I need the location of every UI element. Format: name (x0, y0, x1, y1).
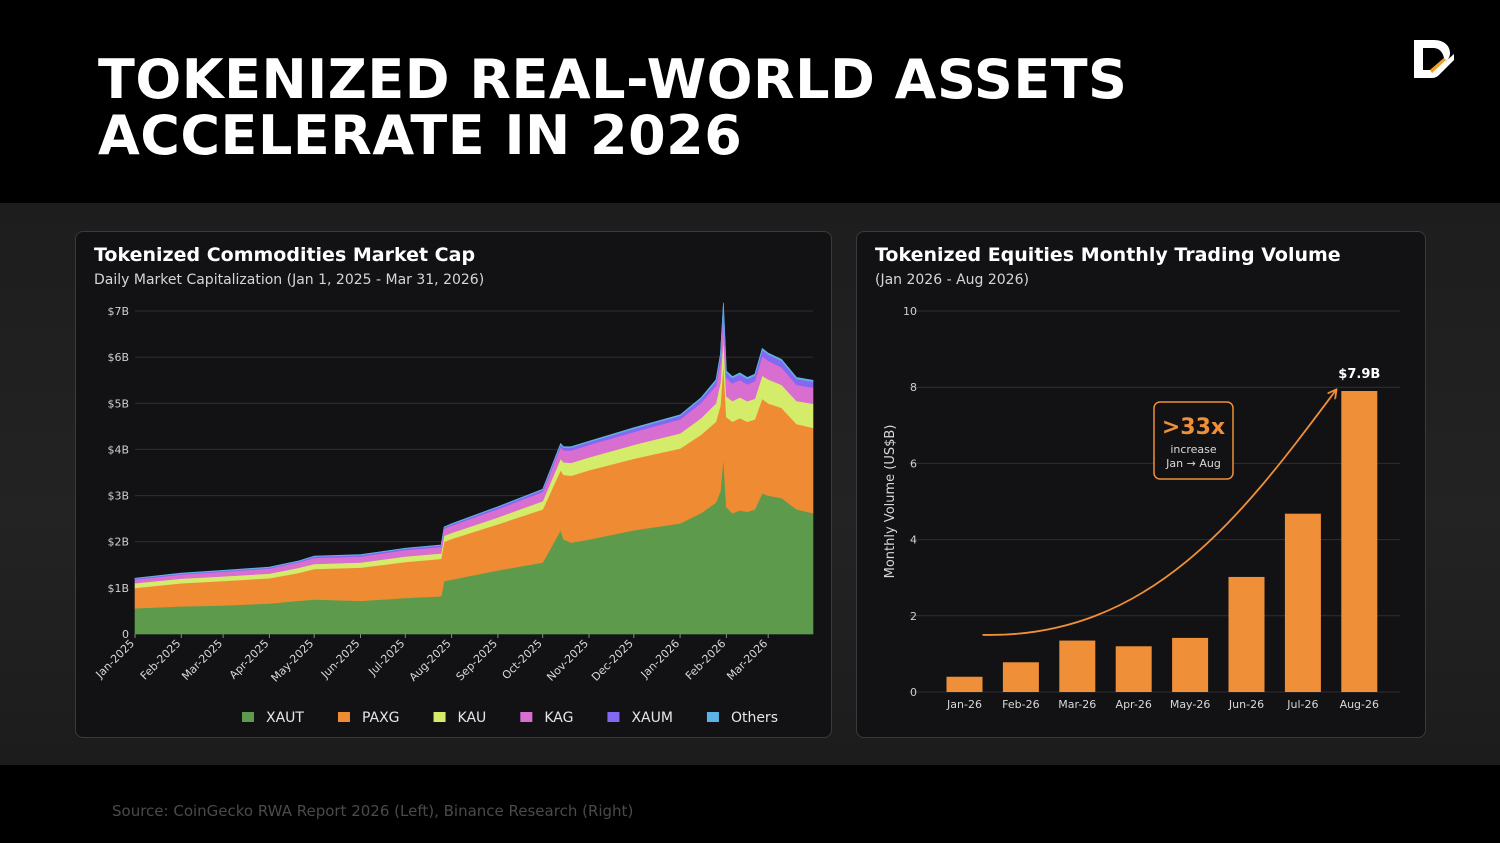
commodities-area-chart: 0$1B$2B$3B$4B$5B$6B$7B Jan-2025 Feb-2025M… (93, 302, 814, 726)
growth-caption-1: increase (1170, 443, 1217, 456)
right-x-tick-label: Aug-26 (1340, 698, 1379, 711)
bar-jan-26 (946, 676, 983, 692)
left-x-tick-label: Jun-2025 (318, 637, 363, 682)
legend-label-paxg: PAXG (362, 710, 400, 726)
equities-chart-subtitle: (Jan 2026 - Aug 2026) (875, 272, 1029, 288)
bar-aug-26 (1341, 391, 1378, 692)
right-y-tick-label: 4 (910, 534, 917, 547)
last-bar-value-label: $7.9B (1338, 367, 1380, 382)
legend-swatch-kag (520, 712, 533, 722)
binance-research-logo-icon (1414, 40, 1454, 78)
right-y-tick-label: 10 (903, 305, 917, 318)
right-y-tick-label: 8 (910, 381, 917, 394)
equities-chart-panel: Tokenized Equities Monthly Trading Volum… (856, 231, 1426, 738)
legend-swatch-others (706, 712, 719, 722)
growth-multiplier: >33x (1162, 415, 1225, 440)
right-x-tick-label: Feb-26 (1002, 698, 1039, 711)
left-x-tick-label: Mar-2026 (724, 637, 770, 683)
source-note: Source: CoinGecko RWA Report 2026 (Left)… (112, 802, 634, 820)
commodities-chart-subtitle: Daily Market Capitalization (Jan 1, 2025… (94, 272, 485, 288)
right-y-tick-label: 2 (910, 610, 917, 623)
area-others (134, 302, 814, 579)
right-x-tick-label: May-26 (1170, 698, 1211, 711)
right-x-tick-label: Jun-26 (1228, 698, 1264, 711)
legend-swatch-xaum (607, 712, 620, 722)
legend-swatch-paxg (337, 712, 350, 722)
left-x-tick-label: Jan-2026 (638, 637, 682, 681)
legend-swatch-xaut (242, 712, 254, 722)
bar-apr-26 (1115, 646, 1152, 692)
growth-caption-2: Jan → Aug (1165, 457, 1221, 470)
legend-swatch-kau (433, 712, 446, 722)
left-x-tick-label: Feb-2025 (138, 637, 184, 683)
left-x-tick-label: Feb-2026 (683, 637, 729, 683)
equities-bar-chart: 0 2 4 6 8 10 Monthly Volume (US$B) Jan-26 Feb-2… (883, 305, 1400, 711)
right-y-tick-label: 0 (910, 686, 917, 699)
left-x-tick-label: Jan-2025 (93, 637, 137, 681)
legend-label-kau: KAU (458, 710, 487, 726)
left-x-tick-label: Jul-2025 (366, 637, 408, 679)
legend-label-xaut: XAUT (266, 710, 304, 726)
bar-may-26 (1172, 637, 1209, 692)
legend-label-kag: KAG (544, 710, 573, 726)
page-headline: TOKENIZED REAL-WORLD ASSETS ACCELERATE I… (98, 52, 1127, 164)
left-x-tick-label: Oct-2025 (500, 637, 545, 682)
commodities-chart-panel: Tokenized Commodities Market Cap Daily M… (75, 231, 832, 738)
left-y-tick-label: $6B (107, 351, 129, 364)
left-x-tick-label: Mar-2025 (179, 637, 225, 683)
headline-line-1: TOKENIZED REAL-WORLD ASSETS (98, 48, 1128, 111)
left-y-tick-label: $7B (107, 305, 129, 318)
right-x-tick-label: Jul-26 (1286, 698, 1318, 711)
left-y-tick-label: $1B (107, 582, 129, 595)
left-x-tick-label: Aug-2025 (407, 637, 454, 684)
right-x-tick-label: Jan-26 (946, 698, 982, 711)
bar-jul-26 (1284, 513, 1321, 692)
right-y-tick-label: 6 (910, 457, 917, 470)
left-x-tick-label: Dec-2025 (589, 637, 636, 684)
left-y-tick-label: 0 (122, 628, 129, 641)
legend-label-others: Others (731, 710, 778, 726)
right-x-tick-label: Apr-26 (1116, 698, 1152, 711)
trend-arrow (982, 391, 1336, 636)
equities-chart-title: Tokenized Equities Monthly Trading Volum… (875, 244, 1341, 266)
right-x-tick-label: Mar-26 (1058, 698, 1096, 711)
bar-mar-26 (1059, 640, 1096, 692)
left-x-tick-label: Apr-2025 (227, 637, 272, 682)
left-y-tick-label: $4B (107, 443, 129, 456)
growth-annotation-box (1153, 401, 1234, 480)
bar-jun-26 (1228, 576, 1265, 692)
right-y-axis-label: Monthly Volume (US$B) (883, 425, 898, 579)
commodities-chart-title: Tokenized Commodities Market Cap (94, 244, 476, 266)
bar-feb-26 (1002, 662, 1039, 692)
left-x-tick-label: May-2025 (269, 637, 317, 685)
left-y-tick-label: $2B (107, 536, 129, 549)
legend-label-xaum: XAUM (631, 710, 673, 726)
left-y-tick-label: $5B (107, 397, 129, 410)
left-x-tick-label: Nov-2025 (544, 637, 591, 684)
left-y-tick-label: $3B (107, 490, 129, 503)
left-x-tick-label: Sep-2025 (454, 637, 500, 683)
headline-line-2: ACCELERATE IN 2026 (98, 104, 743, 167)
